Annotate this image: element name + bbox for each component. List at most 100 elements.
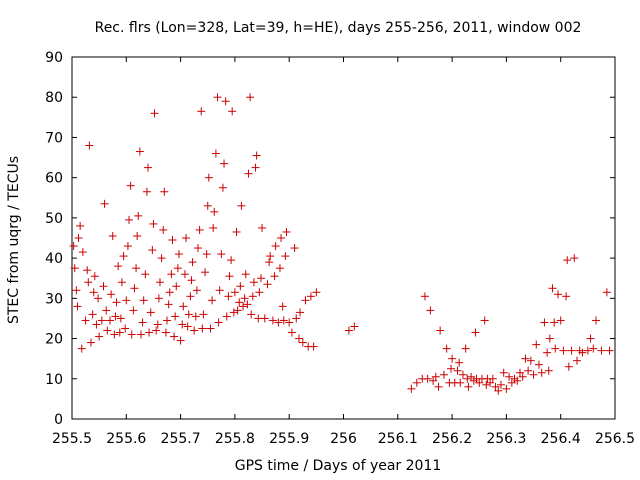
data-point — [222, 312, 231, 321]
data-point — [271, 242, 280, 251]
data-point — [111, 312, 120, 321]
data-point — [199, 310, 208, 319]
data-point — [548, 284, 557, 293]
data-point — [306, 292, 315, 301]
y-tick-label: 20 — [45, 332, 63, 348]
data-point — [344, 326, 353, 335]
data-point — [412, 378, 421, 387]
data-point — [218, 183, 227, 192]
data-point — [255, 288, 264, 297]
data-point — [133, 231, 142, 240]
data-point — [90, 272, 99, 281]
x-tick-label: 256.5 — [595, 431, 635, 447]
data-point — [230, 288, 239, 297]
data-point — [296, 308, 305, 317]
data-point — [157, 254, 166, 263]
data-point — [426, 306, 435, 315]
data-point — [81, 316, 90, 325]
data-point — [301, 296, 310, 305]
data-point — [119, 252, 128, 261]
data-point — [290, 244, 299, 253]
data-point — [480, 316, 489, 325]
y-tick-label: 80 — [45, 90, 63, 106]
data-point — [167, 270, 176, 279]
data-point — [142, 187, 151, 196]
data-point — [258, 223, 267, 232]
data-point — [206, 324, 215, 333]
data-point — [213, 93, 222, 102]
data-point — [572, 356, 581, 365]
data-point — [463, 374, 472, 383]
data-point — [89, 288, 98, 297]
data-point — [236, 282, 245, 291]
data-point — [152, 326, 161, 335]
x-tick-label: 256.1 — [378, 431, 418, 447]
x-tick-label: 256 — [330, 431, 357, 447]
y-tick-label: 90 — [45, 50, 63, 66]
data-point — [209, 223, 218, 232]
data-point — [191, 312, 200, 321]
data-point — [239, 302, 248, 311]
data-point — [540, 318, 549, 327]
data-point — [589, 344, 598, 353]
data-point — [155, 278, 164, 287]
chart-title: Rec. flrs (Lon=328, Lat=39, h=HE), days … — [95, 20, 582, 36]
data-point — [256, 274, 265, 283]
data-point — [99, 282, 108, 291]
data-point — [434, 382, 443, 391]
y-tick-label: 50 — [45, 211, 63, 227]
data-point — [208, 296, 217, 305]
data-point — [203, 201, 212, 210]
data-point — [145, 328, 154, 337]
data-point — [545, 334, 554, 343]
data-point — [456, 378, 465, 387]
data-point — [292, 314, 301, 323]
data-point — [553, 290, 562, 299]
data-point — [518, 372, 527, 381]
y-tick-label: 40 — [45, 251, 63, 267]
data-point — [521, 354, 530, 363]
data-point — [180, 270, 189, 279]
data-point — [248, 292, 257, 301]
data-point — [202, 250, 211, 259]
data-point — [195, 225, 204, 234]
data-point — [591, 316, 600, 325]
data-point — [83, 266, 92, 275]
data-point — [439, 370, 448, 379]
data-point — [562, 292, 571, 301]
data-point — [532, 340, 541, 349]
data-point — [243, 300, 252, 309]
data-point — [220, 159, 229, 168]
data-point — [129, 306, 138, 315]
data-point — [94, 294, 103, 303]
x-tick-label: 256.4 — [541, 431, 581, 447]
data-point — [526, 356, 535, 365]
data-point — [505, 372, 514, 381]
data-point — [153, 320, 162, 329]
data-point — [100, 199, 109, 208]
data-point — [241, 270, 250, 279]
data-point — [130, 284, 139, 293]
data-point — [179, 302, 188, 311]
data-point — [121, 324, 130, 333]
data-point — [471, 328, 480, 337]
data-point — [265, 258, 274, 267]
data-point — [260, 314, 269, 323]
data-point — [247, 310, 256, 319]
data-point — [112, 298, 121, 307]
data-point — [583, 346, 592, 355]
data-point — [114, 262, 123, 271]
x-tick-label: 256.3 — [486, 431, 526, 447]
data-point — [252, 151, 261, 160]
data-point — [233, 306, 242, 315]
data-point — [263, 280, 272, 289]
data-point — [559, 346, 568, 355]
data-point — [154, 294, 163, 303]
data-point — [85, 141, 94, 150]
data-point — [475, 378, 484, 387]
data-point — [227, 256, 236, 265]
data-point — [214, 318, 223, 327]
data-point — [192, 286, 201, 295]
data-point — [350, 322, 359, 331]
